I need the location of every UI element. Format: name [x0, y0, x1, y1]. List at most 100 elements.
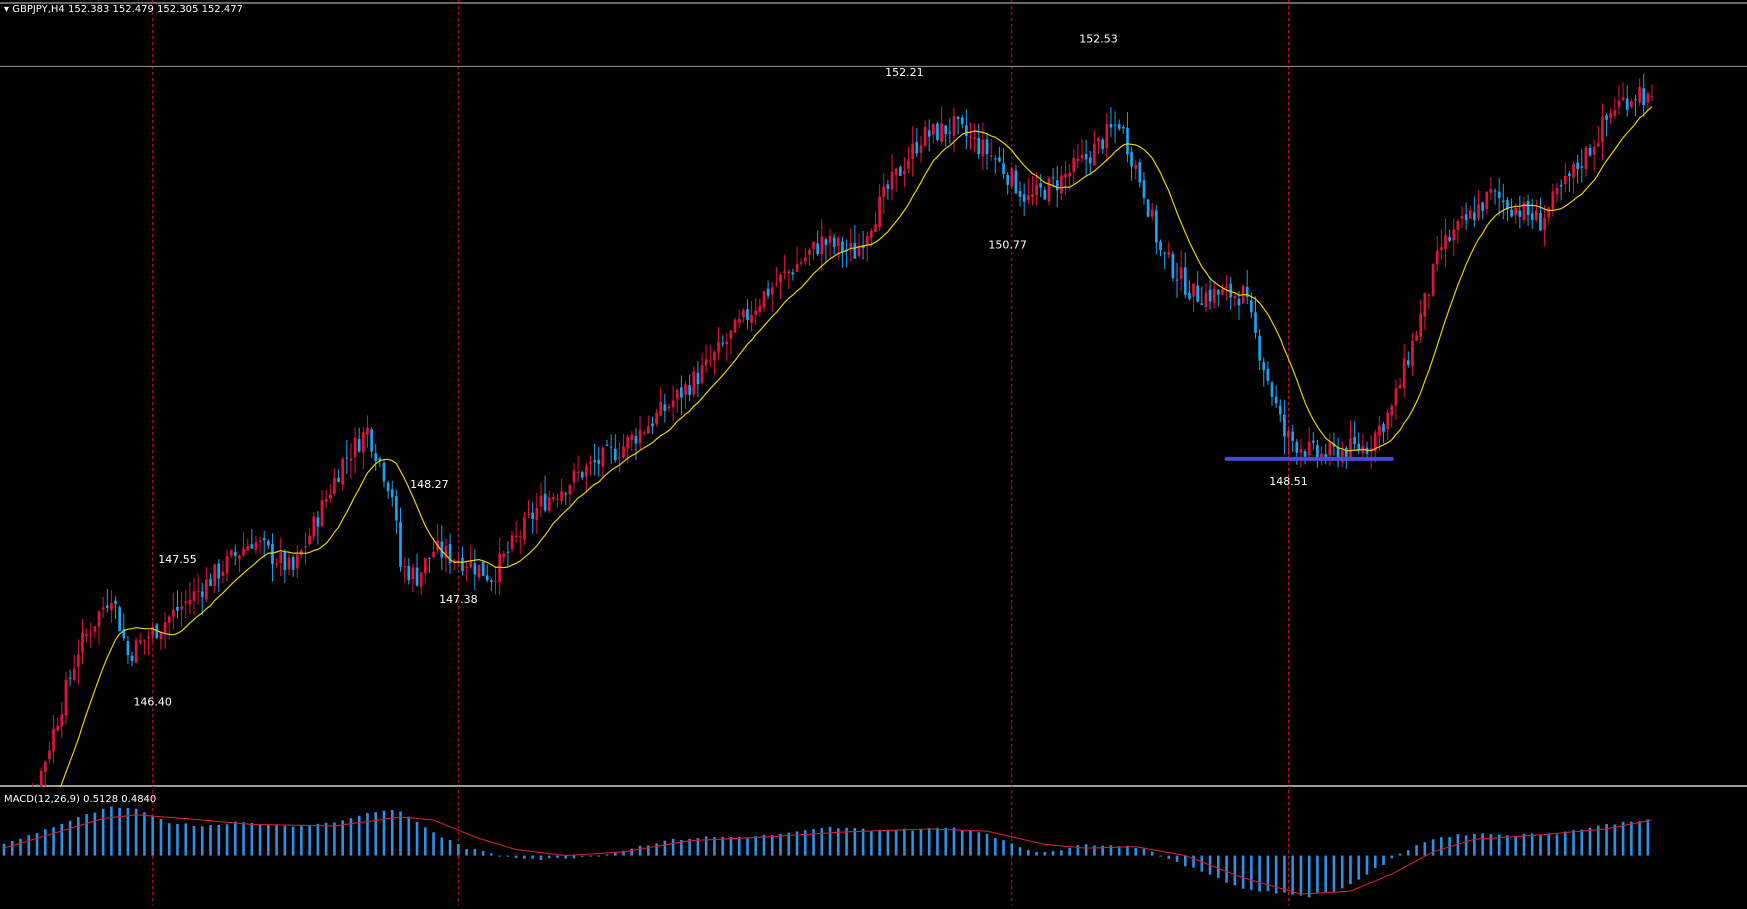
candle[interactable] — [1448, 229, 1451, 243]
candle[interactable] — [1051, 168, 1055, 188]
candle[interactable] — [1010, 166, 1014, 190]
candle[interactable] — [1307, 427, 1311, 460]
candle[interactable] — [923, 120, 927, 148]
candle[interactable] — [510, 530, 514, 553]
candle[interactable] — [688, 374, 691, 402]
candle[interactable] — [378, 456, 382, 468]
candle[interactable] — [1080, 138, 1084, 163]
candle[interactable] — [593, 443, 596, 476]
candle[interactable] — [1485, 191, 1489, 215]
candle[interactable] — [328, 484, 332, 503]
candle[interactable] — [770, 282, 774, 313]
candle[interactable] — [1097, 137, 1100, 154]
candle[interactable] — [1200, 286, 1204, 305]
candle[interactable] — [77, 639, 80, 685]
candle[interactable] — [1159, 239, 1162, 257]
candle[interactable] — [828, 229, 832, 258]
candle[interactable] — [1084, 139, 1088, 177]
candle[interactable] — [151, 621, 155, 643]
candle[interactable] — [1468, 205, 1472, 219]
candle[interactable] — [1101, 137, 1105, 154]
candle[interactable] — [646, 415, 650, 434]
candle[interactable] — [1245, 269, 1249, 305]
candle[interactable] — [205, 566, 208, 603]
candle[interactable] — [758, 298, 762, 317]
candle[interactable] — [1105, 113, 1109, 162]
candle[interactable] — [258, 536, 262, 554]
candle[interactable] — [762, 290, 766, 312]
candle[interactable] — [1369, 435, 1373, 469]
candle[interactable] — [1171, 251, 1175, 282]
candle[interactable] — [1501, 183, 1505, 220]
candle[interactable] — [1283, 399, 1286, 455]
candle[interactable] — [134, 637, 138, 664]
candlestick-chart[interactable]: 147.55 146.40 148.27 147.38 152.21 150.77 152.… — [0, 0, 1747, 865]
candle[interactable] — [1026, 177, 1030, 205]
candle[interactable] — [981, 122, 985, 171]
candle[interactable] — [944, 125, 948, 147]
candle[interactable] — [547, 490, 551, 514]
candle[interactable] — [1477, 190, 1480, 221]
candle[interactable] — [568, 483, 572, 506]
candle[interactable] — [523, 511, 526, 546]
candle[interactable] — [411, 563, 415, 593]
candle[interactable] — [527, 500, 530, 519]
candle[interactable] — [1650, 84, 1654, 102]
candle[interactable] — [1262, 357, 1266, 387]
candle[interactable] — [1113, 111, 1117, 143]
candle[interactable] — [1630, 98, 1633, 109]
candle[interactable] — [651, 416, 654, 434]
candle[interactable] — [192, 577, 196, 615]
candle[interactable] — [1489, 177, 1493, 201]
candle[interactable] — [114, 596, 117, 620]
candle[interactable] — [374, 444, 378, 471]
candle[interactable] — [184, 589, 188, 619]
candle[interactable] — [812, 241, 815, 261]
candle[interactable] — [461, 546, 464, 576]
candle[interactable] — [233, 544, 237, 566]
candle[interactable] — [713, 350, 716, 375]
candle[interactable] — [370, 427, 373, 458]
candle[interactable] — [1580, 149, 1584, 183]
candle[interactable] — [543, 475, 547, 513]
candle[interactable] — [1055, 165, 1059, 208]
candle[interactable] — [1303, 449, 1307, 465]
candle[interactable] — [853, 224, 857, 259]
candle[interactable] — [969, 122, 972, 150]
candle[interactable] — [907, 146, 910, 174]
candle[interactable] — [1274, 385, 1278, 408]
candle[interactable] — [630, 430, 634, 452]
candle[interactable] — [1402, 343, 1406, 398]
candle[interactable] — [1278, 399, 1282, 423]
candle[interactable] — [1440, 229, 1443, 260]
candle[interactable] — [1394, 379, 1398, 420]
candle[interactable] — [1427, 293, 1431, 310]
candle[interactable] — [349, 443, 353, 480]
candle[interactable] — [1002, 147, 1005, 180]
candle[interactable] — [1473, 196, 1476, 227]
candle[interactable] — [465, 562, 468, 582]
candle[interactable] — [324, 490, 328, 508]
candle[interactable] — [1130, 146, 1133, 181]
candle[interactable] — [1138, 158, 1142, 188]
candle[interactable] — [1192, 283, 1195, 312]
candle[interactable] — [64, 671, 68, 725]
candle[interactable] — [1543, 204, 1546, 247]
candle[interactable] — [989, 138, 993, 161]
candle[interactable] — [1183, 252, 1187, 299]
candle[interactable] — [985, 132, 989, 170]
candle[interactable] — [1018, 181, 1022, 207]
candle[interactable] — [1530, 198, 1534, 229]
candle[interactable] — [163, 612, 167, 650]
candle[interactable] — [824, 237, 828, 262]
candle[interactable] — [692, 366, 696, 398]
candle[interactable] — [1406, 351, 1410, 368]
candle[interactable] — [419, 572, 423, 596]
candle[interactable] — [940, 106, 943, 145]
candle[interactable] — [919, 135, 923, 163]
candle[interactable] — [832, 233, 836, 255]
candle[interactable] — [787, 269, 791, 290]
candle[interactable] — [485, 564, 489, 583]
candle[interactable] — [1539, 197, 1542, 231]
candle[interactable] — [874, 211, 877, 233]
